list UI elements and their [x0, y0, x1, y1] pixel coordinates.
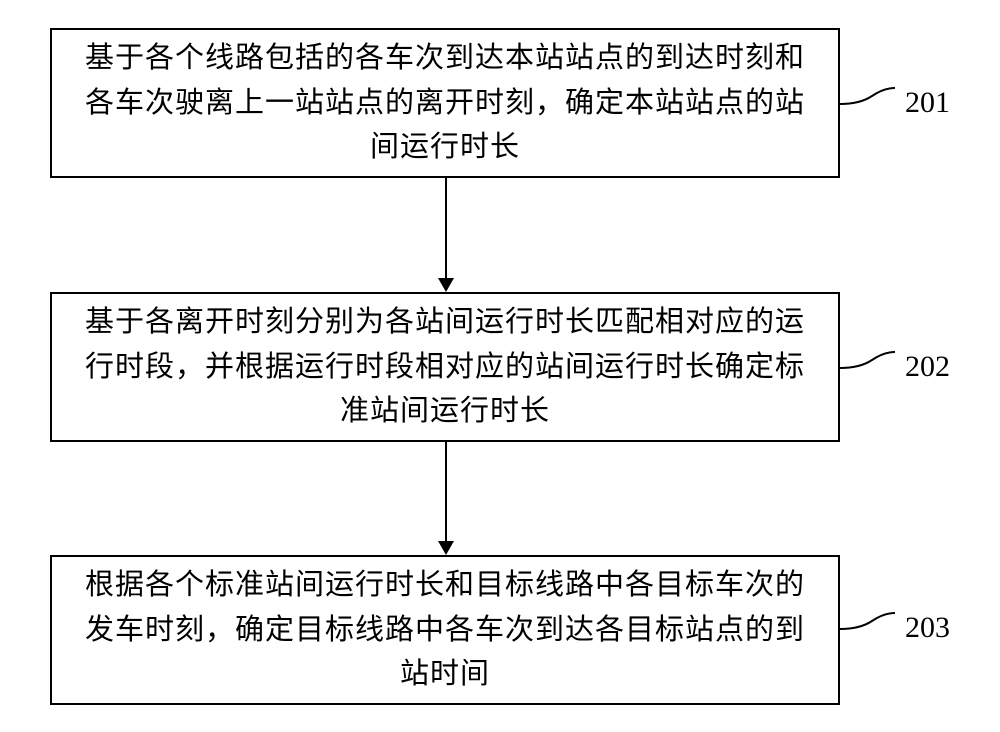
connector-3 [0, 0, 1000, 732]
flowchart-canvas: 基于各个线路包括的各车次到达本站站点的到达时刻和各车次驶离上一站站点的离开时刻，… [0, 0, 1000, 732]
step-label-3: 203 [905, 611, 950, 645]
